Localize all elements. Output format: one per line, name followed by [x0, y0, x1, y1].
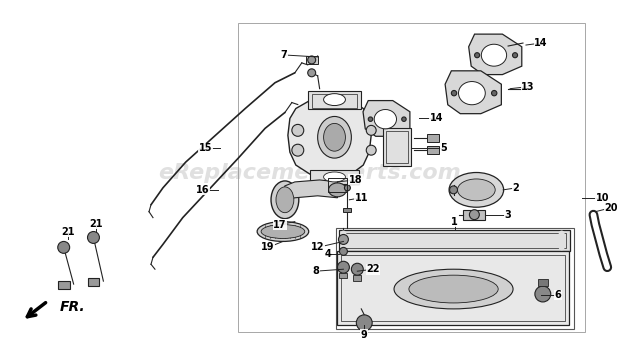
Circle shape — [308, 69, 316, 77]
Bar — [87, 278, 99, 286]
Bar — [306, 56, 317, 64]
Ellipse shape — [324, 93, 345, 106]
Text: 20: 20 — [604, 203, 618, 213]
Circle shape — [87, 231, 99, 244]
Polygon shape — [469, 34, 522, 75]
Text: 16: 16 — [196, 185, 210, 195]
Bar — [327, 178, 347, 192]
Bar — [335, 228, 574, 329]
Bar — [340, 229, 570, 252]
Ellipse shape — [449, 172, 503, 207]
Polygon shape — [363, 101, 410, 136]
Bar — [238, 23, 585, 332]
Text: 5: 5 — [440, 143, 447, 153]
Circle shape — [340, 247, 347, 255]
Circle shape — [340, 230, 347, 236]
Ellipse shape — [329, 183, 347, 197]
Circle shape — [559, 230, 565, 236]
Bar — [342, 255, 565, 321]
Ellipse shape — [409, 275, 498, 303]
Circle shape — [352, 263, 363, 275]
Bar — [343, 208, 352, 212]
Polygon shape — [280, 180, 337, 202]
Circle shape — [559, 244, 565, 250]
Circle shape — [535, 286, 551, 302]
Bar — [427, 134, 439, 142]
Ellipse shape — [481, 44, 507, 66]
Circle shape — [402, 117, 406, 121]
Ellipse shape — [374, 109, 397, 129]
Ellipse shape — [394, 269, 513, 309]
Circle shape — [337, 261, 350, 273]
Bar — [427, 146, 439, 154]
Text: 4: 4 — [324, 249, 331, 259]
Ellipse shape — [458, 179, 495, 201]
Bar — [343, 233, 565, 248]
Text: 6: 6 — [554, 290, 561, 300]
Text: 19: 19 — [261, 243, 275, 253]
Text: 13: 13 — [521, 82, 534, 92]
Circle shape — [492, 90, 497, 96]
Circle shape — [451, 90, 457, 96]
Bar — [353, 275, 361, 281]
Bar — [340, 273, 347, 278]
Text: 22: 22 — [366, 264, 380, 274]
Bar — [383, 128, 411, 166]
Bar — [312, 93, 357, 108]
Circle shape — [474, 53, 480, 58]
Ellipse shape — [276, 187, 294, 213]
Bar — [308, 91, 361, 109]
Text: 2: 2 — [513, 183, 520, 193]
Text: 15: 15 — [199, 143, 212, 153]
Circle shape — [308, 56, 316, 64]
Text: 21: 21 — [61, 227, 74, 237]
Text: 1: 1 — [451, 217, 458, 227]
Circle shape — [340, 244, 347, 250]
Text: 9: 9 — [361, 330, 368, 340]
Text: 3: 3 — [505, 210, 511, 220]
Text: 14: 14 — [534, 38, 547, 48]
Text: 14: 14 — [430, 114, 443, 124]
Circle shape — [366, 145, 376, 155]
Text: 11: 11 — [355, 193, 368, 203]
Ellipse shape — [261, 225, 305, 238]
Ellipse shape — [324, 172, 345, 182]
Polygon shape — [445, 71, 502, 114]
Circle shape — [513, 53, 518, 58]
Circle shape — [368, 117, 373, 121]
Circle shape — [292, 125, 304, 136]
Text: eReplacementParts.com: eReplacementParts.com — [158, 163, 461, 183]
Bar — [386, 131, 408, 163]
Text: FR.: FR. — [60, 300, 86, 314]
Text: 7: 7 — [280, 50, 287, 60]
Circle shape — [366, 125, 376, 135]
Text: 8: 8 — [312, 266, 319, 276]
Circle shape — [58, 241, 69, 253]
Bar — [337, 252, 569, 325]
Bar — [310, 170, 360, 184]
Ellipse shape — [317, 117, 352, 158]
Text: 21: 21 — [90, 219, 103, 229]
Circle shape — [339, 235, 348, 244]
Ellipse shape — [324, 124, 345, 151]
Text: 17: 17 — [273, 219, 286, 229]
Circle shape — [292, 144, 304, 156]
Circle shape — [345, 185, 350, 191]
Bar — [58, 281, 69, 289]
Text: 10: 10 — [596, 193, 609, 203]
Bar — [538, 279, 548, 286]
Ellipse shape — [257, 221, 309, 242]
Polygon shape — [288, 97, 371, 178]
Ellipse shape — [271, 181, 299, 219]
Circle shape — [469, 210, 479, 220]
Text: 12: 12 — [311, 243, 324, 253]
Ellipse shape — [459, 81, 485, 105]
Circle shape — [356, 315, 372, 331]
Text: 18: 18 — [348, 175, 362, 185]
Bar — [464, 210, 485, 220]
Circle shape — [450, 186, 458, 194]
